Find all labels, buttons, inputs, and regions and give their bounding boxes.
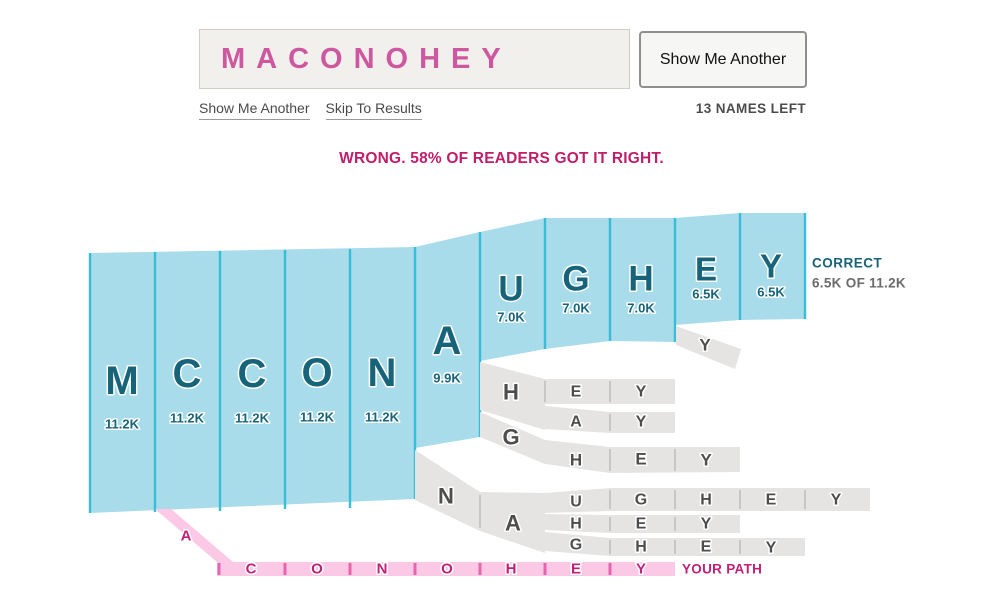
correct-letter: E [695,251,717,288]
wrong-letter: E [766,492,777,509]
correct-count: 11.2K [105,417,140,432]
correct-count: 7.0K [497,310,525,325]
wrong-letter: E [636,516,647,533]
correct-count: 6.5K [757,285,785,300]
wrong-letter: Y [699,336,711,355]
answer-input[interactable]: MACONOHEY [199,29,630,89]
names-left-counter: 13 NAMES LEFT [695,101,806,116]
wrong-letter: U [570,494,582,511]
wrong-branch-band [480,412,545,464]
wrong-letter: Y [701,516,712,533]
show-me-another-link[interactable]: Show Me Another [199,100,310,120]
wrong-letter: N [438,484,454,509]
wrong-letter: Y [636,384,647,401]
user-path-band [155,509,233,562]
wrong-letter: Y [831,492,842,509]
correct-count: 7.0K [627,301,655,316]
correct-annotation-subtitle: 6.5K OF 11.2K [812,276,906,291]
correct-count: 9.9K [433,371,461,386]
wrong-letter: G [502,425,519,450]
user-letter: N [377,561,388,578]
correct-count: 11.2K [300,410,335,425]
wrong-letter: A [570,414,582,431]
wrong-branch-band [545,488,870,513]
correct-letter: A [433,319,462,363]
wrong-letter: E [571,384,582,401]
correct-letter: N [368,351,397,395]
correct-letter: U [498,270,523,309]
wrong-letter: H [570,451,582,470]
user-letter: O [311,561,323,578]
skip-to-results-link[interactable]: Skip To Results [325,100,422,120]
result-message: WRONG. 58% OF READERS GOT IT RIGHT. [339,150,664,167]
wrong-letter: H [570,516,582,533]
correct-letter: C [173,352,202,396]
correct-letter: G [562,260,589,299]
correct-path-band [90,213,805,513]
show-me-another-button[interactable]: Show Me Another [639,31,807,88]
wrong-branch-band [545,514,740,533]
correct-count: 11.2K [365,410,400,425]
links-row: Show Me Another Skip To Results 13 NAMES… [199,100,806,120]
wrong-branch-band [480,492,545,553]
wrong-branch-band [480,362,545,430]
correct-letter: H [628,260,653,299]
answer-input-value: MACONOHEY [221,42,512,75]
wrong-branch-band [545,440,740,473]
user-letter: A [181,528,192,545]
user-letter: Y [636,561,646,578]
user-letter: O [441,561,453,578]
wrong-letter: Y [766,540,777,557]
correct-letter: Y [760,248,782,285]
wrong-letter: G [570,537,582,554]
wrong-letter: G [635,492,647,509]
wrong-letter: H [635,539,647,556]
correct-letter: M [105,359,138,403]
wrong-letter: H [700,492,712,509]
wrong-branch-band [676,326,741,369]
user-letter: H [506,561,517,578]
user-path-label: YOUR PATH [682,562,762,577]
correct-count: 7.0K [562,301,590,316]
user-letter: E [571,561,581,578]
correct-annotation-title: CORRECT [812,256,883,271]
correct-count: 11.2K [170,411,205,426]
wrong-letter: A [505,511,521,536]
user-letter: C [246,561,257,578]
correct-count: 6.5K [692,287,720,302]
correct-letter: C [238,352,267,396]
wrong-letter: Y [700,451,712,470]
correct-count: 11.2K [235,411,270,426]
user-path-band [217,562,675,576]
wrong-letter: H [503,380,519,405]
wrong-letter: E [701,539,712,556]
correct-letter: O [301,351,332,395]
wrong-branch-band [415,450,480,531]
wrong-letter: E [635,450,646,469]
wrong-letter: Y [636,414,647,431]
